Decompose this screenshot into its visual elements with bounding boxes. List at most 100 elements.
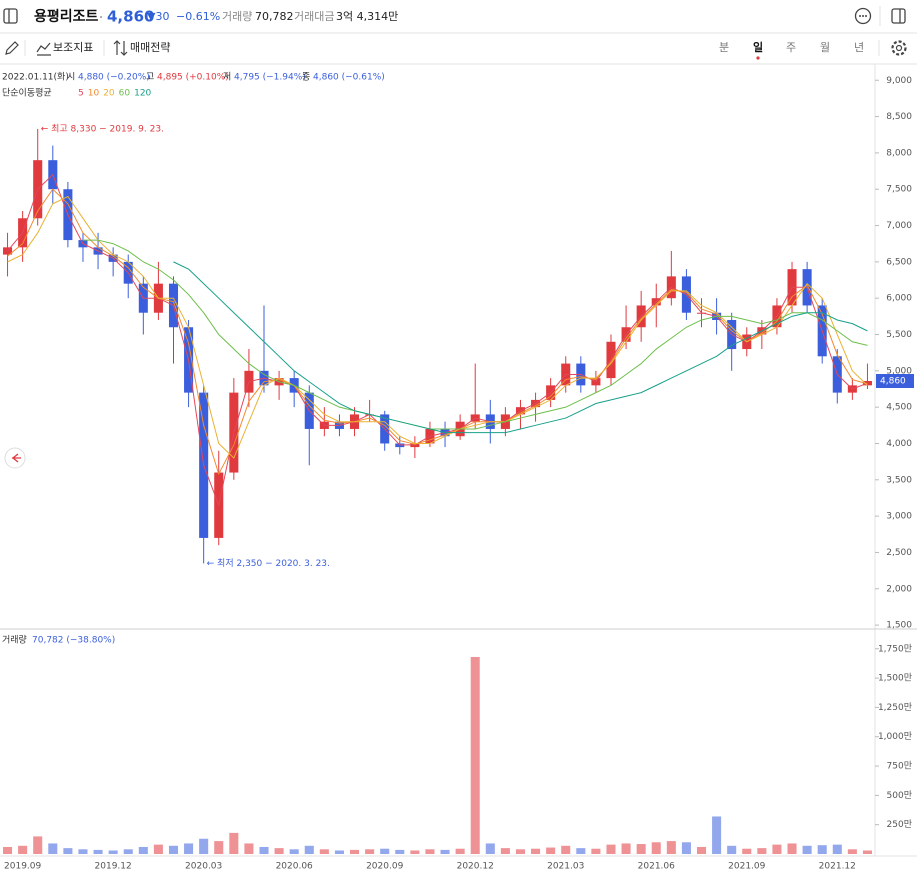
tool-indicator[interactable]: 보조지표 (53, 41, 93, 54)
change-pct: −0.61% (176, 10, 220, 23)
info-high-label: 고 (146, 73, 154, 83)
period-tab[interactable]: 년 (854, 41, 864, 54)
legend-entry: 20 (103, 89, 115, 99)
legend-entry: 60 (119, 89, 131, 99)
legend-entry: 120 (134, 89, 151, 99)
period-tab[interactable]: 월 (820, 41, 830, 54)
volume-bar (289, 849, 299, 854)
x-tick-label: 2021.09 (728, 862, 765, 872)
volume-bar (425, 849, 435, 854)
more-icon[interactable] (854, 7, 872, 25)
volume-bar (304, 845, 314, 854)
volume-bar (199, 838, 209, 854)
volume-bar (832, 844, 842, 854)
period-tab[interactable]: 분 (719, 41, 729, 54)
y-tick-label: 1,500 (886, 621, 912, 631)
volume-subtitle: 70,782 (−38.80%) (32, 636, 115, 646)
volume-bar (244, 843, 254, 854)
panel-icon[interactable] (891, 8, 906, 24)
y-tick-label: 7,500 (886, 185, 912, 195)
candle-body (862, 381, 872, 386)
volume-bar (168, 845, 179, 854)
amount-label: 거래대금 (294, 10, 334, 23)
info-open-label: 시 (67, 72, 75, 83)
draw-icon[interactable] (5, 41, 19, 55)
price-tag: 4,860 (880, 377, 906, 387)
volume-bar (847, 849, 857, 854)
moving-average (7, 173, 868, 508)
info-open: 4,880 (−0.20%) (78, 73, 150, 83)
moving-average (82, 239, 868, 430)
y-tick-label: 6,000 (886, 294, 912, 304)
x-tick-label: 2021.06 (638, 862, 675, 872)
volume-bar (380, 848, 390, 854)
volume-bar (48, 843, 58, 854)
volume-bar (636, 844, 646, 854)
volume-bar (334, 850, 344, 854)
volume-bar (787, 843, 797, 854)
change: ▼30 (147, 10, 169, 23)
x-tick-label: 2019.09 (4, 862, 41, 872)
volume-bar (742, 848, 752, 854)
sidebar-icon[interactable] (3, 8, 18, 24)
x-tick-label: 2020.09 (366, 862, 403, 872)
volume-bar (666, 841, 676, 854)
y-tick-label: 3,000 (886, 512, 912, 522)
settings-icon[interactable] (891, 40, 907, 56)
volume-bar (470, 656, 480, 854)
legend-title: 단순이동평균 (2, 88, 52, 99)
y-tick-label: 2,500 (886, 548, 912, 558)
volume-bar (184, 843, 194, 854)
settings-icon-core (895, 44, 903, 52)
volume-bar (561, 845, 571, 854)
volume-bar (591, 848, 601, 854)
volume-bar (485, 843, 495, 854)
volume-bar (440, 849, 450, 854)
volume-bar (410, 850, 420, 854)
info-close-label: 종 (302, 72, 310, 83)
candle-body (3, 247, 13, 255)
volume-bar (153, 844, 163, 854)
dot (100, 16, 102, 18)
volume-bar (319, 849, 329, 854)
volume-bar (123, 849, 133, 854)
low-annotation: ← 최저 2,350 − 2020. 3. 23. (207, 558, 330, 569)
period-tab[interactable]: 일 (753, 40, 763, 54)
y-tick-label: 9,000 (886, 76, 912, 86)
tool-strategy[interactable]: 매매전략 (130, 41, 170, 54)
volume-label: 거래량 (222, 10, 252, 23)
volume-bar (817, 845, 827, 854)
volume-bar (259, 846, 269, 854)
info-low: 4,795 (−1.94%) (234, 73, 306, 83)
y-tick-label: 2,000 (886, 584, 912, 594)
volume: 70,782 (255, 10, 294, 23)
volume-bar (576, 848, 586, 854)
x-tick-label: 2020.03 (185, 862, 222, 872)
volume-bar (802, 845, 812, 854)
volume-bar (455, 848, 465, 854)
indicator-icon (36, 42, 51, 56)
volume-bar (862, 850, 872, 854)
volume-bar (350, 849, 360, 854)
y-tick-label: 5,000 (886, 366, 912, 376)
price-tag-box (876, 374, 914, 389)
volume-bar (546, 847, 556, 854)
x-tick-label: 2020.06 (276, 862, 313, 872)
y-tick-label: 1,000만 (878, 731, 912, 742)
strategy-icon (113, 40, 128, 56)
volume-bar (712, 816, 722, 854)
y-tick-label: 1,750만 (878, 643, 912, 654)
volume-bar (727, 845, 737, 854)
y-tick-label: 4,500 (886, 403, 912, 413)
volume-bar (18, 845, 28, 854)
period-tab[interactable]: 주 (786, 41, 796, 54)
y-tick-label: 1,500만 (878, 673, 912, 684)
selected-dot (756, 56, 760, 60)
y-tick-label: 8,000 (886, 148, 912, 158)
price: 4,860 (107, 8, 154, 26)
volume-bar (78, 849, 88, 854)
stock-name: 용평리조트 (34, 8, 99, 25)
x-tick-label: 2021.03 (547, 862, 584, 872)
